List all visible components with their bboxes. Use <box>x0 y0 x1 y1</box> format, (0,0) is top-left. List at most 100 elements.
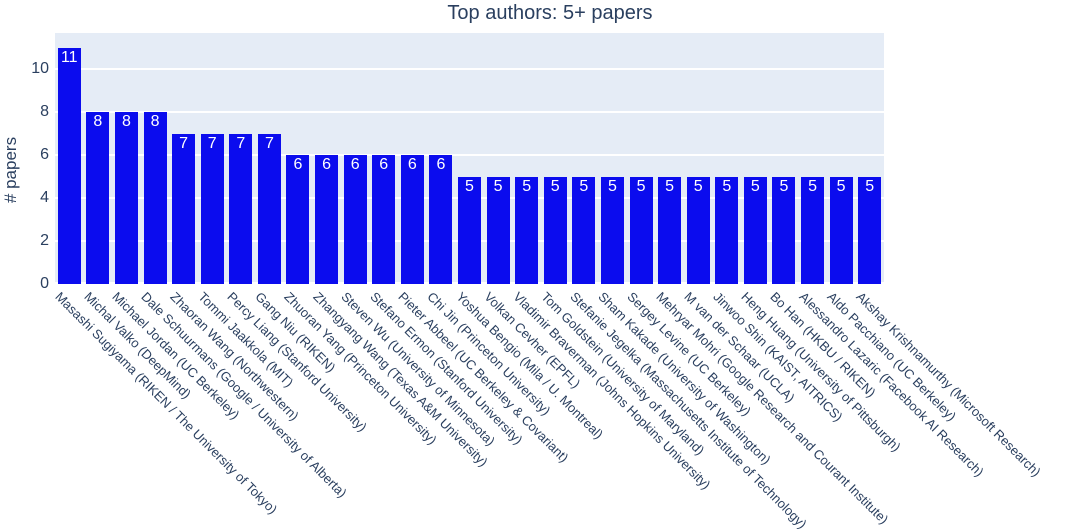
y-tick-label: 0 <box>40 275 49 292</box>
bar-value-label: 5 <box>808 177 817 195</box>
bar[interactable]: 5 <box>600 176 624 284</box>
y-tick-label: 4 <box>40 189 49 206</box>
bar[interactable]: 5 <box>458 176 481 284</box>
bar[interactable]: 8 <box>143 112 167 284</box>
bar[interactable]: 5 <box>772 176 796 284</box>
x-tick-label: Tommi Jaakkola (MIT) <box>195 289 297 391</box>
x-tick-label: Heng Huang (University of Pittsburgh) <box>738 289 905 455</box>
bar[interactable]: 5 <box>572 176 596 284</box>
bar-value-label: 5 <box>636 177 646 195</box>
bar[interactable]: 7 <box>172 133 196 284</box>
x-tick-label: Yoshua Bengio (Mila / U. Montreal) <box>452 289 606 442</box>
bar-value-label: 8 <box>93 113 103 130</box>
bar[interactable]: 7 <box>229 133 253 284</box>
chart-title: Top authors: 5+ papers <box>447 2 653 24</box>
x-tick-label: Mehryar Mohri (Google Research and Coura… <box>652 289 891 527</box>
bar[interactable]: 5 <box>715 176 739 284</box>
x-tick-label: Vladimir Braverman (Johns Hopkins Univer… <box>510 289 714 493</box>
x-tick-label: Volkan Cevher (EPFL) <box>481 289 584 392</box>
bar[interactable]: 11 <box>57 47 81 284</box>
bar[interactable]: 5 <box>629 176 653 284</box>
bar[interactable]: 6 <box>286 155 310 284</box>
bar[interactable]: 6 <box>343 155 367 284</box>
x-tick-label: Zhaoran Wang (Northwestern) <box>167 289 302 424</box>
bar-value-label: 5 <box>579 177 589 195</box>
x-tick-label: Michael Jordan (UC Berkeley) <box>109 289 244 423</box>
bar-value-label: 11 <box>60 48 78 66</box>
gridline <box>55 68 884 70</box>
bar-value-label: 5 <box>722 177 732 195</box>
x-tick-label: Chi Jin (Princeton University) <box>424 289 554 419</box>
bar-value-label: 5 <box>665 177 675 195</box>
bar-value-label: 5 <box>836 177 846 195</box>
bar[interactable]: 5 <box>686 176 710 284</box>
x-tick-label: Zhuoran Yang (Princeton University) <box>281 289 440 448</box>
bar[interactable]: 8 <box>114 112 138 284</box>
bar-value-label: 5 <box>522 177 532 195</box>
bar-value-label: 5 <box>465 177 474 195</box>
bar[interactable]: 5 <box>858 176 882 284</box>
bar-value-label: 8 <box>150 113 160 130</box>
x-tick-label: Tom Goldstein (University of Maryland) <box>538 289 708 458</box>
bar[interactable]: 5 <box>743 176 767 284</box>
x-tick-label: Zhangyang Wang (Texas A&M University) <box>309 289 491 470</box>
x-tick-label: Gang Niu (RIKEN) <box>252 289 339 376</box>
bar[interactable]: 5 <box>486 176 510 284</box>
x-tick-label: Pieter Abbeel (UC Berkeley & Covariant) <box>395 289 572 466</box>
bar-value-label: 6 <box>379 156 389 173</box>
bar-value-label: 5 <box>750 177 760 195</box>
x-tick-label: Akshay Krishnamurthy (Microsoft Research… <box>853 289 1044 480</box>
x-tick-label: Dale Schuurmans (Google / University of … <box>138 289 350 501</box>
bar[interactable]: 7 <box>257 133 281 284</box>
bar[interactable]: 5 <box>801 176 825 284</box>
bar-value-label: 6 <box>407 156 417 173</box>
y-tick-label: 10 <box>31 60 49 77</box>
bar-value-label: 6 <box>350 156 360 173</box>
y-tick-label: 6 <box>40 146 49 163</box>
bar[interactable]: 7 <box>200 133 224 284</box>
x-tick-label: Sham Kakade (University of Washington) <box>595 289 775 468</box>
x-tick-label: Jinwoo Shin (KAIST, AITRICS) <box>710 289 846 425</box>
bar[interactable]: 5 <box>515 176 539 284</box>
bar-value-label: 5 <box>607 177 617 195</box>
x-tick-label: Aldo Pacchiano (UC Berkeley) <box>824 289 960 424</box>
x-tick-label: Michal Valko (DeepMind) <box>81 289 194 402</box>
x-tick-label: Alessandro Lazaric (Facebook AI Research… <box>795 289 987 480</box>
bar[interactable]: 6 <box>400 155 424 284</box>
bar-value-label: 5 <box>779 177 789 195</box>
y-axis-ticks: 0 2 4 6 8 10 <box>0 33 52 292</box>
x-tick-label: Stefanie Jegelka (Massachusetts Institut… <box>567 289 810 532</box>
x-tick-label: Sergey Levine (UC Berkeley) <box>624 289 755 419</box>
gridline <box>55 111 884 113</box>
x-tick-label: Percy Liang (Stanford University) <box>224 289 370 435</box>
bar-value-label: 6 <box>293 156 303 173</box>
bar-value-label: 7 <box>207 134 217 152</box>
bar-value-label: 6 <box>322 156 332 173</box>
bar-value-label: 6 <box>436 156 446 173</box>
bar-value-label: 8 <box>122 113 131 130</box>
x-tick-label: Bo Han (HKBU / RIKEN) <box>767 289 879 401</box>
bar-value-label: 7 <box>236 134 246 152</box>
bar[interactable]: 5 <box>543 176 567 284</box>
x-tick-label: Masashi Sugiyama (RIKEN / The University… <box>52 289 281 517</box>
bar-value-label: 7 <box>179 134 189 152</box>
bar[interactable]: 8 <box>86 112 110 284</box>
bar[interactable]: 5 <box>829 176 853 284</box>
plot-area[interactable]: 11 8 8 8 7 7 7 7 6 6 6 6 6 6 5 5 5 5 5 5 5 5 5 5 5 5 5 5 5 <box>55 33 884 284</box>
bar-value-label: 5 <box>550 177 560 195</box>
bar[interactable]: 5 <box>658 176 682 284</box>
bar-value-label: 5 <box>493 177 503 195</box>
bar[interactable]: 6 <box>429 155 453 284</box>
x-tick-label: Steven Wu (University of Minnesota) <box>338 289 499 449</box>
bar[interactable]: 6 <box>315 155 339 284</box>
y-tick-label: 2 <box>40 232 49 249</box>
x-tick-label: M van der Schaar (UCLA) <box>681 289 798 406</box>
bar-value-label: 5 <box>865 177 875 195</box>
gridline <box>55 154 884 156</box>
bar-value-label: 5 <box>693 177 703 195</box>
bar[interactable]: 6 <box>372 155 396 284</box>
y-tick-label: 8 <box>40 103 49 120</box>
x-tick-label: Stefano Ermon (Stanford University) <box>367 289 526 448</box>
bar-value-label: 7 <box>264 134 274 152</box>
